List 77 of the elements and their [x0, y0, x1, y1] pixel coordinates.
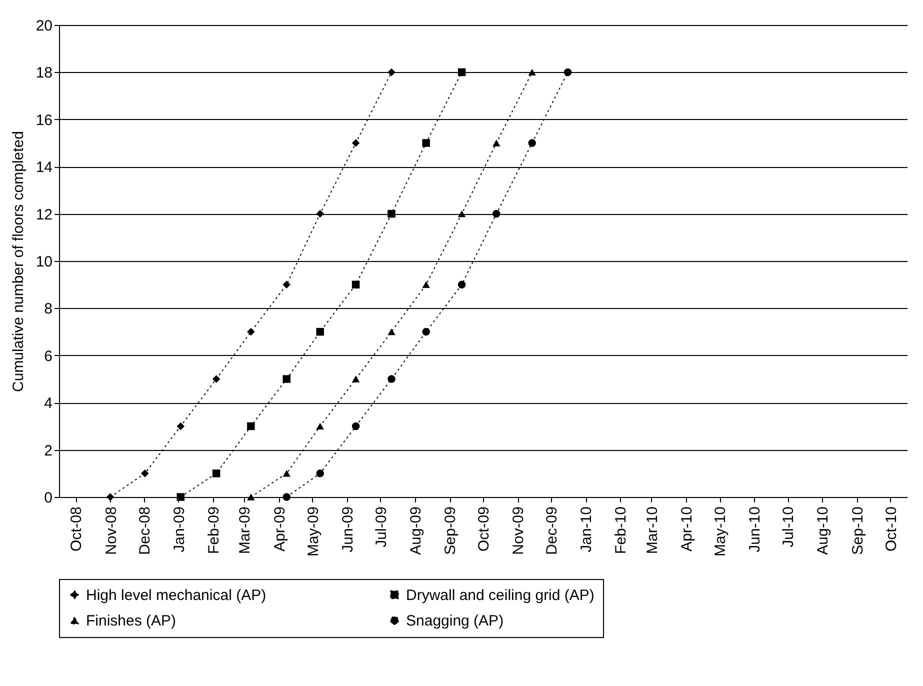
x-tick-label: Mar-10: [644, 506, 661, 554]
x-tick-label: May-10: [712, 506, 730, 557]
y-tick-label: 20: [36, 18, 52, 34]
point: [458, 68, 466, 76]
point: [352, 422, 360, 430]
x-tick-label: Mar-09: [236, 506, 254, 554]
x-tick-label: Oct-08: [68, 506, 86, 552]
x-tick-label: Feb-09: [205, 506, 222, 554]
point: [458, 280, 466, 288]
x-tick-label: Oct-09: [476, 506, 492, 552]
point: [316, 422, 324, 430]
point: [247, 328, 255, 336]
x-tick-label: Jan-10: [578, 506, 596, 552]
point: [528, 68, 536, 76]
point: [422, 139, 430, 147]
x-tick-label: Sep-09: [442, 506, 460, 555]
x-tick-label: Apr-09: [271, 506, 288, 552]
x-tick-label: Jun-10: [746, 506, 764, 552]
point: [282, 493, 290, 501]
point: [282, 470, 290, 477]
point: [316, 328, 324, 336]
x-tick-label: Aug-09: [407, 506, 424, 555]
point: [352, 376, 360, 382]
y-tick-label: 0: [44, 490, 52, 506]
point: [422, 281, 430, 288]
y-tick-label: 16: [36, 112, 52, 129]
point: [458, 210, 466, 218]
x-tick-label: Feb-10: [612, 506, 630, 554]
point: [388, 328, 396, 336]
point: [212, 470, 220, 478]
x-tick-label: Jul-10: [780, 506, 798, 548]
y-tick-label: 18: [36, 64, 52, 82]
point: [492, 210, 500, 218]
point: [316, 210, 324, 218]
x-tick-label: Dec-08: [136, 506, 154, 555]
point: [212, 375, 220, 383]
legend-label: Finishes (AP): [86, 612, 176, 630]
point: [564, 68, 572, 76]
point: [247, 494, 255, 500]
point: [388, 68, 396, 76]
x-tick-label: Nov-08: [102, 506, 120, 555]
point: [106, 493, 114, 501]
point: [316, 470, 324, 478]
y-tick-label: 4: [44, 395, 52, 412]
x-tick-label: Jan-09: [170, 506, 188, 552]
point: [388, 210, 396, 218]
y-tick-label: 8: [44, 300, 52, 318]
legend-label: Drywall and ceiling grid (AP): [406, 586, 594, 604]
y-tick-label: 12: [36, 206, 52, 224]
x-tick-label: Sep-10: [849, 506, 866, 555]
point: [141, 470, 149, 478]
x-tick-label: Oct-10: [882, 506, 900, 552]
x-tick-label: Jul-09: [372, 506, 390, 548]
point: [352, 280, 360, 288]
point: [282, 375, 290, 383]
x-tick-label: Dec-09: [544, 506, 561, 555]
point: [422, 328, 430, 336]
y-tick-label: 10: [36, 254, 52, 270]
y-tick-label: 2: [44, 442, 52, 460]
legend-label: High level mechanical (AP): [86, 586, 266, 604]
point: [176, 422, 184, 430]
x-tick-label: Apr-10: [678, 506, 696, 552]
point: [247, 422, 255, 430]
x-tick-label: Jun-09: [339, 506, 356, 552]
point: [528, 139, 536, 147]
legend-label: Snagging (AP): [406, 612, 504, 630]
x-tick-label: Nov-09: [510, 506, 528, 555]
point: [388, 375, 396, 383]
point: [352, 139, 360, 147]
y-tick-label: 14: [36, 159, 52, 176]
y-tick-label: 6: [44, 348, 52, 365]
point: [492, 140, 500, 146]
point: [176, 493, 184, 501]
x-tick-label: May-09: [304, 506, 322, 557]
point: [282, 280, 290, 288]
y-axis-title: Cumulative number of floors completed: [10, 131, 27, 392]
x-tick-label: Aug-10: [814, 506, 832, 555]
